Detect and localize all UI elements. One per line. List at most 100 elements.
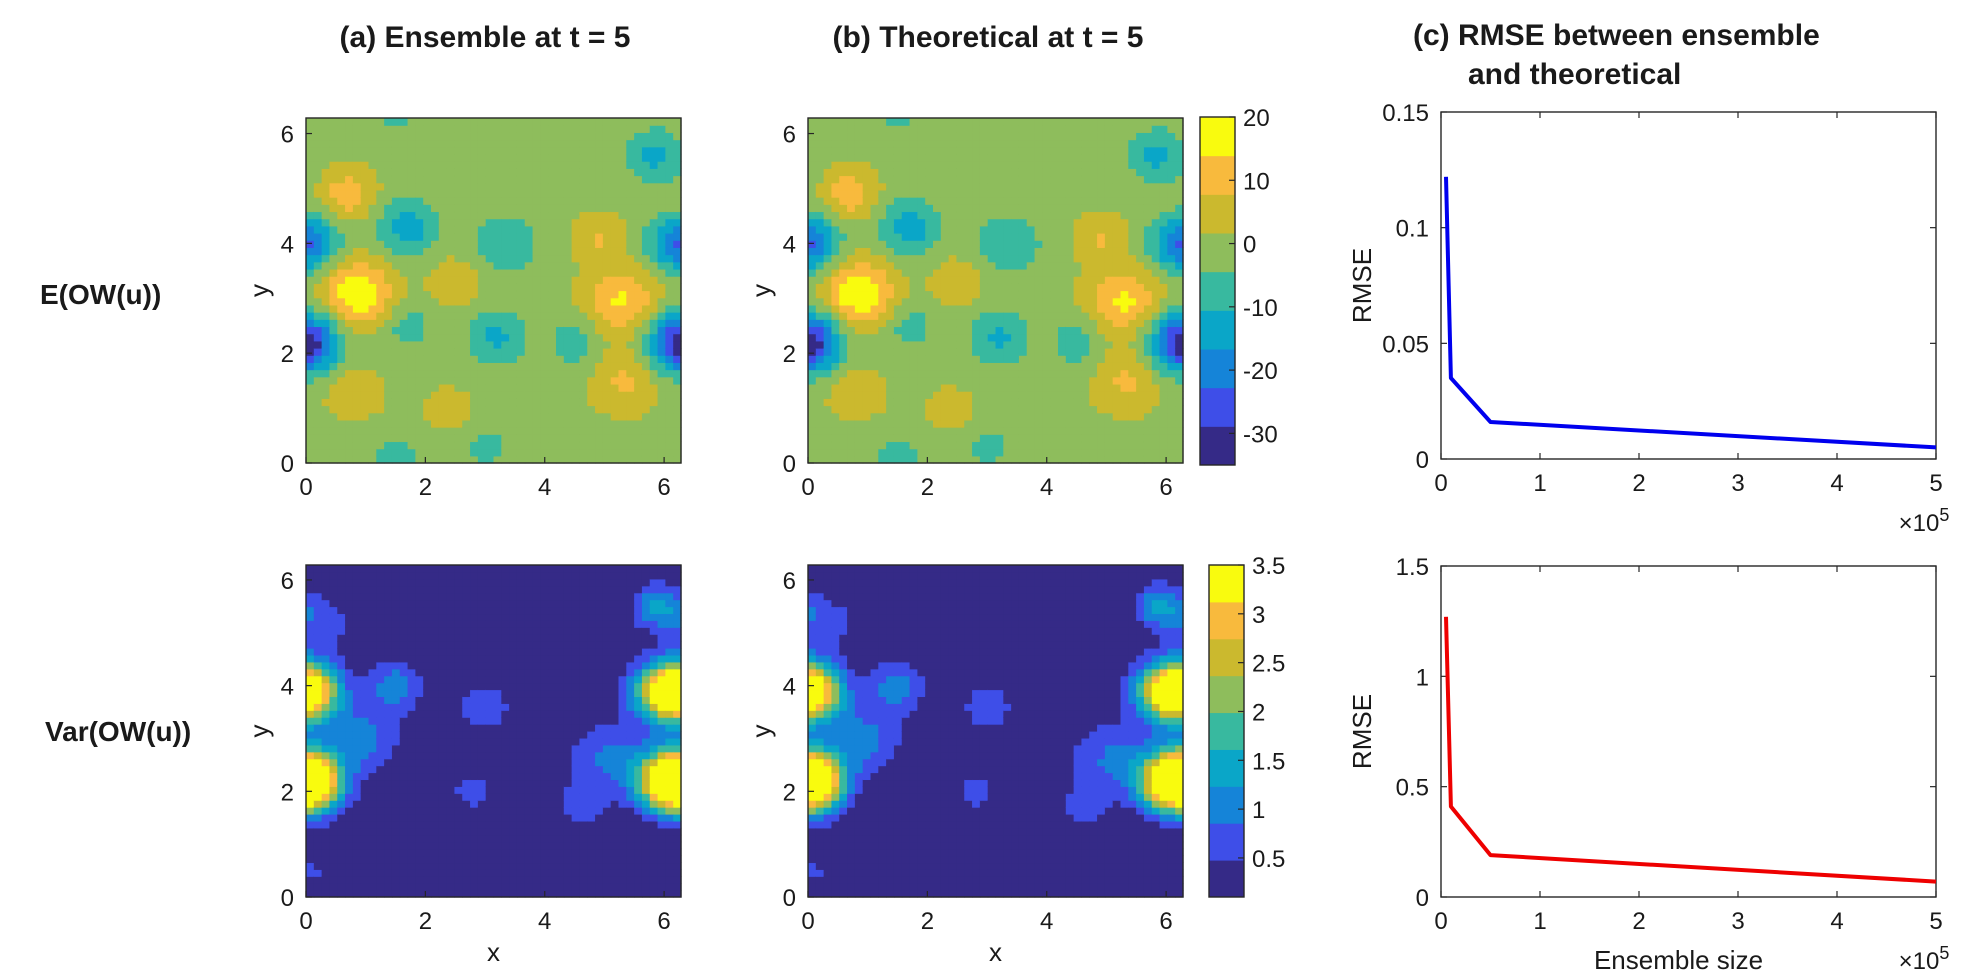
heatmap-cell xyxy=(673,189,682,198)
heatmap-cell xyxy=(956,118,965,126)
heatmap-cell xyxy=(1081,139,1090,148)
colorbar-band xyxy=(1200,194,1235,234)
heatmap-cell xyxy=(1073,153,1083,162)
heatmap-cell xyxy=(548,391,557,399)
heatmap-cell xyxy=(847,132,856,141)
heatmap-cell xyxy=(313,634,323,642)
heatmap-cell xyxy=(940,362,950,371)
heatmap-cell xyxy=(493,369,502,378)
heatmap-cell xyxy=(886,283,895,292)
heatmap-cell xyxy=(446,348,456,356)
heatmap-cell xyxy=(516,355,526,363)
heatmap-cell xyxy=(649,204,659,213)
heatmap-cell xyxy=(360,319,370,328)
heatmap-cell xyxy=(862,304,872,313)
heatmap-cell xyxy=(1058,118,1067,126)
heatmap-cell xyxy=(1104,297,1114,306)
heatmap-cell xyxy=(1128,146,1137,155)
heatmap-cell xyxy=(909,139,918,148)
heatmap-cell xyxy=(634,197,643,205)
heatmap-cell xyxy=(368,240,377,248)
heatmap-cell xyxy=(587,441,596,450)
heatmap-cell xyxy=(1089,268,1098,277)
heatmap-cell xyxy=(854,391,864,399)
heatmap-cell xyxy=(1042,254,1051,263)
heatmap-cell xyxy=(470,448,479,457)
heatmap-cell xyxy=(1065,268,1075,277)
heatmap-cell xyxy=(831,448,840,457)
heatmap-cell xyxy=(587,132,596,141)
heatmap-cell xyxy=(808,225,817,234)
heatmap-cell xyxy=(1151,383,1161,392)
heatmap-cell xyxy=(1120,254,1129,263)
heatmap-cell xyxy=(321,786,331,794)
heatmap-cell xyxy=(964,376,973,385)
heatmap-cell xyxy=(1003,434,1012,443)
x-tick-label: 2 xyxy=(921,474,934,501)
heatmap-cell xyxy=(1018,391,1028,399)
heatmap-cell xyxy=(665,391,674,399)
heatmap-cell xyxy=(602,448,612,457)
heatmap-cell xyxy=(933,197,942,205)
heatmap-cell xyxy=(1175,247,1184,256)
heatmap-cell xyxy=(431,218,440,227)
heatmap-cell xyxy=(1011,290,1020,299)
heatmap-cell xyxy=(649,319,659,328)
heatmap-cell xyxy=(1058,218,1067,227)
heatmap-cell xyxy=(626,218,635,227)
heatmap-cell xyxy=(893,211,903,220)
heatmap-cell xyxy=(1042,383,1051,392)
heatmap-cell xyxy=(641,369,651,378)
heatmap-cell xyxy=(321,168,331,177)
heatmap-cell xyxy=(485,189,495,198)
heatmap-cell xyxy=(933,276,942,284)
heatmap-cell xyxy=(1003,161,1012,169)
heatmap-cell xyxy=(454,268,463,277)
heatmap-cell xyxy=(602,247,612,256)
heatmap-cell xyxy=(1065,290,1075,299)
heatmap-cell xyxy=(909,434,918,443)
heatmap-cell xyxy=(423,182,432,191)
heatmap-cell xyxy=(368,161,377,169)
heatmap-cell xyxy=(415,146,424,155)
heatmap-cell xyxy=(368,448,377,457)
heatmap-cell xyxy=(345,376,354,385)
heatmap-cell xyxy=(602,161,612,169)
heatmap-cell xyxy=(665,225,674,234)
heatmap-cell xyxy=(376,204,385,213)
heatmap-cell xyxy=(337,369,346,378)
heatmap-cell xyxy=(306,125,315,133)
heatmap-cell xyxy=(823,118,833,126)
heatmap-cell xyxy=(823,297,833,306)
heatmap-cell xyxy=(1058,125,1067,133)
heatmap-cell xyxy=(1034,455,1043,464)
heatmap-cell xyxy=(1143,161,1153,169)
heatmap-cell xyxy=(337,599,346,608)
heatmap-cell xyxy=(587,434,596,443)
heatmap-cell xyxy=(516,455,526,464)
heatmap-cell xyxy=(571,319,581,328)
heatmap-cell xyxy=(391,254,401,263)
heatmap-cell xyxy=(571,189,581,198)
heatmap-cell xyxy=(641,132,651,141)
heatmap-cell xyxy=(940,326,950,335)
heatmap-cell xyxy=(665,189,674,198)
heatmap-cell xyxy=(306,383,315,392)
heatmap-cell xyxy=(532,391,541,399)
heatmap-cell xyxy=(1034,118,1043,126)
heatmap-cell xyxy=(524,427,534,435)
heatmap-cell xyxy=(1018,304,1028,313)
heatmap-cell xyxy=(337,765,346,774)
heatmap-cell xyxy=(1081,312,1090,320)
heatmap-cell xyxy=(649,376,659,385)
heatmap-cell xyxy=(956,427,965,435)
heatmap-cell xyxy=(1081,168,1090,177)
heatmap-cell xyxy=(415,391,424,399)
heatmap-cell xyxy=(673,146,682,155)
heatmap-cell xyxy=(878,197,887,205)
heatmap-cell xyxy=(940,304,950,313)
heatmap-cell xyxy=(595,261,604,270)
heatmap-cell xyxy=(1120,448,1129,457)
heatmap-cell xyxy=(1050,355,1059,363)
heatmap-cell xyxy=(1018,276,1028,284)
